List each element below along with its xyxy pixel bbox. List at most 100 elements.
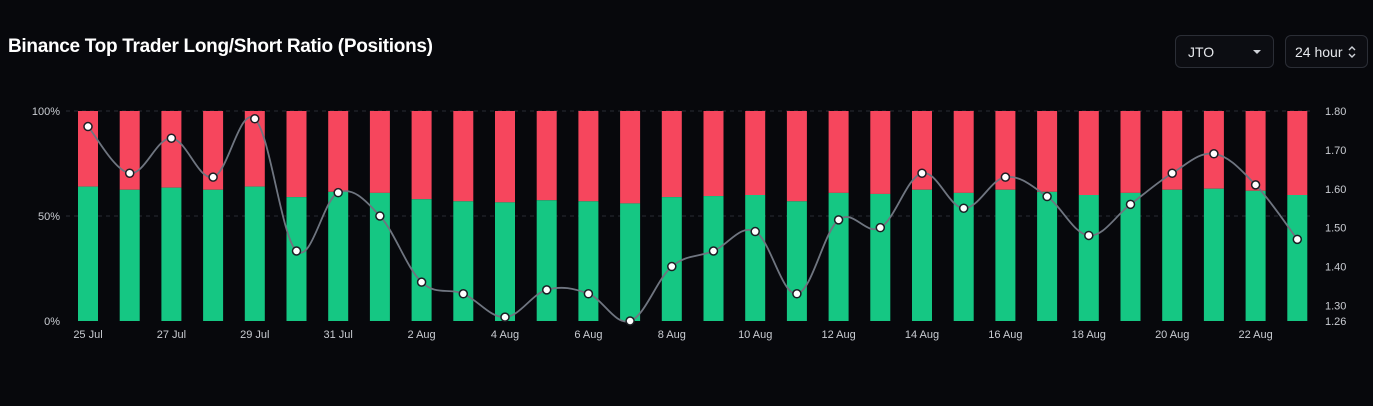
short-bar	[1120, 111, 1141, 193]
short-bar	[161, 111, 182, 188]
y-right-tick-label: 1.80	[1325, 106, 1346, 118]
x-tick-label: 10 Aug	[738, 329, 772, 341]
ratio-point	[208, 172, 218, 182]
ratio-point	[917, 168, 927, 178]
long-bar	[786, 201, 807, 321]
ratio-point	[1125, 199, 1136, 210]
y-right-tick-label: 1.70	[1325, 145, 1346, 157]
long-bar	[1245, 190, 1266, 321]
short-bar	[411, 111, 432, 200]
short-bar	[244, 111, 265, 187]
short-bar	[703, 111, 724, 197]
ratio-point	[83, 121, 93, 132]
short-bar	[995, 111, 1016, 190]
short-bar	[620, 111, 641, 204]
ratio-point	[458, 289, 469, 299]
ratio-point	[375, 211, 385, 221]
short-bar	[953, 111, 974, 193]
y-right-tick-label: 1.30	[1325, 300, 1346, 312]
ratio-point	[250, 114, 260, 124]
ratio-point	[1292, 234, 1303, 245]
ratio-point	[500, 312, 510, 322]
y-left-tick-label: 0%	[44, 316, 60, 328]
short-bar	[661, 111, 682, 198]
x-tick-label: 25 Jul	[73, 329, 102, 341]
symbol-select[interactable]: JTO	[1175, 35, 1274, 68]
short-bar	[1037, 111, 1058, 192]
short-bar	[328, 111, 349, 192]
ratio-point	[625, 316, 635, 326]
interval-select-value: 24 hour	[1295, 43, 1343, 60]
ratio-point	[1084, 230, 1094, 241]
ratio-point	[708, 246, 719, 256]
long-bar	[411, 199, 432, 321]
ratio-point	[792, 289, 802, 299]
long-bar	[703, 196, 724, 321]
ratio-point	[124, 168, 135, 178]
x-tick-label: 27 Jul	[157, 329, 186, 341]
sort-updown-icon	[1348, 46, 1356, 58]
ratio-point	[541, 285, 552, 295]
long-bar	[536, 200, 557, 321]
x-tick-label: 20 Aug	[1155, 329, 1189, 341]
long-bar	[661, 197, 682, 321]
y-left-tick-label: 50%	[38, 211, 60, 223]
y-right-tick-label: 1.26	[1325, 316, 1346, 328]
long-bar	[369, 192, 390, 321]
x-tick-label: 22 Aug	[1238, 329, 1272, 341]
short-bar	[786, 111, 807, 202]
x-tick-label: 8 Aug	[658, 329, 686, 341]
ratio-point	[166, 133, 177, 143]
x-tick-label: 2 Aug	[408, 329, 436, 341]
long-bar	[620, 203, 641, 321]
x-tick-label: 4 Aug	[491, 329, 519, 341]
symbol-select-value: JTO	[1188, 43, 1215, 60]
x-tick-label: 14 Aug	[905, 329, 939, 341]
ratio-point	[291, 246, 302, 256]
short-bar	[1245, 111, 1266, 191]
long-bar	[161, 187, 182, 321]
chevron-down-icon	[1253, 50, 1261, 54]
ratio-point	[1209, 149, 1219, 159]
x-tick-label: 29 Jul	[240, 329, 269, 341]
short-bar	[286, 111, 307, 198]
long-bar	[828, 192, 849, 321]
x-tick-label: 6 Aug	[574, 329, 602, 341]
ratio-point	[833, 215, 844, 225]
ratio-line	[87, 116, 1299, 323]
chart-title: Binance Top Trader Long/Short Ratio (Pos…	[8, 36, 433, 57]
x-tick-label: 31 Jul	[324, 329, 353, 341]
long-bar	[119, 189, 140, 321]
ratio-point	[1000, 172, 1011, 182]
short-bar	[912, 111, 932, 190]
ratio-point	[1167, 168, 1177, 178]
ratio-point	[583, 289, 594, 299]
short-bar	[203, 111, 224, 190]
ratio-point	[667, 261, 677, 272]
short-bar	[495, 111, 515, 203]
long-bar	[912, 189, 932, 321]
ratio-point	[1042, 191, 1052, 202]
short-bar	[745, 111, 766, 195]
short-bar	[536, 111, 557, 201]
long-bar	[244, 186, 265, 321]
long-bar	[578, 201, 599, 321]
long-bar	[745, 195, 766, 321]
ratio-point	[958, 203, 969, 213]
x-tick-label: 16 Aug	[988, 329, 1022, 341]
y-right-tick-label: 1.50	[1325, 223, 1346, 235]
interval-select[interactable]: 24 hour	[1285, 35, 1368, 68]
long-bar	[1078, 195, 1099, 321]
x-tick-label: 18 Aug	[1072, 329, 1106, 341]
long-bar	[78, 186, 98, 321]
long-bar	[1162, 189, 1183, 321]
long-bar	[1037, 191, 1058, 321]
long-bar	[1120, 192, 1141, 321]
x-tick-label: 12 Aug	[821, 329, 855, 341]
y-right-tick-label: 1.60	[1325, 184, 1346, 196]
long-bar	[995, 189, 1016, 321]
long-bar	[286, 197, 307, 321]
short-bar	[453, 111, 474, 202]
short-bar	[369, 111, 390, 193]
